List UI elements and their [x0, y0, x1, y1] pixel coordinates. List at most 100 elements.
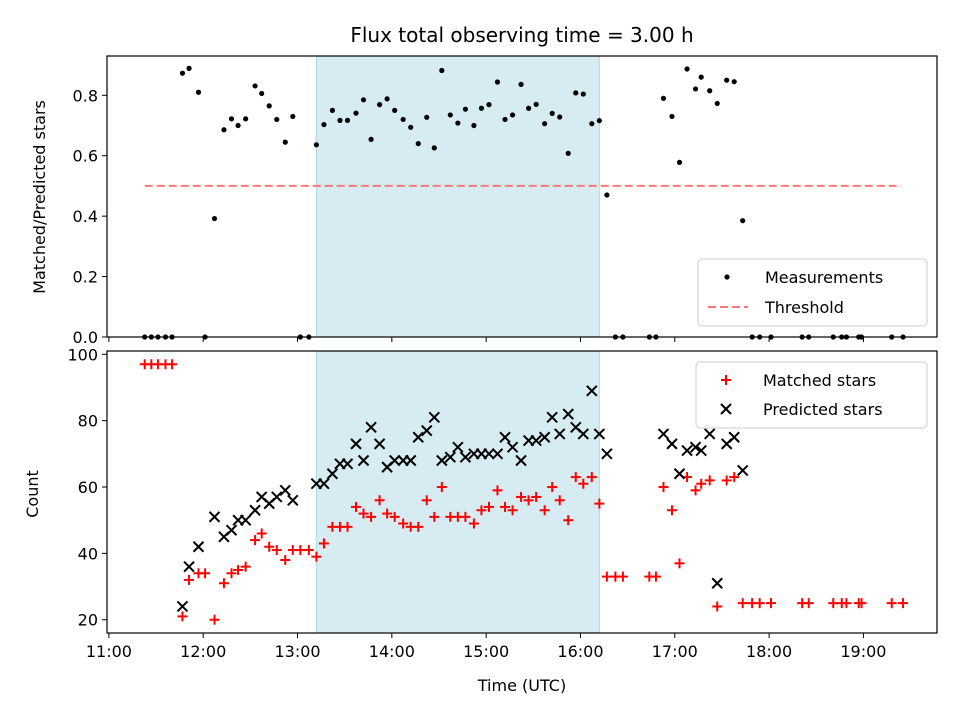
measurement-point — [471, 122, 477, 129]
legend-label-predicted: Predicted stars — [763, 400, 883, 419]
measurement-point — [462, 106, 469, 112]
predicted-stars-point — [736, 464, 749, 477]
matched-stars-point — [523, 495, 534, 506]
predicted-stars-point — [192, 541, 205, 553]
matched-stars-point — [492, 485, 503, 496]
ratio-panel: 0.0 0.2 0.4 0.6 0.8 Measurements Threshold — [73, 55, 938, 347]
predicted-stars-point — [593, 428, 606, 440]
measurement-point — [400, 116, 406, 123]
top-legend: Measurements Threshold — [697, 258, 928, 327]
predicted-stars-point-b — [365, 421, 377, 434]
measurement-point — [565, 150, 571, 156]
matched-stars-point — [271, 545, 282, 556]
matched-stars-point — [594, 498, 605, 509]
top-y-tick-label: 0.0 — [73, 328, 98, 347]
predicted-stars-point — [703, 428, 716, 440]
predicted-stars-point-b — [499, 431, 511, 443]
matched-stars-point — [704, 475, 715, 486]
predicted-stars-point — [239, 514, 252, 526]
predicted-stars-point — [695, 444, 707, 457]
predicted-stars-point — [452, 441, 464, 453]
bottom-y-tick-label: 80 — [78, 412, 98, 431]
chart-title: Flux total observing time = 3.00 h — [350, 23, 693, 47]
measurement-point — [533, 101, 539, 107]
predicted-stars-point — [183, 560, 195, 573]
measurement-point — [282, 139, 288, 145]
matched-stars-point — [666, 505, 677, 516]
predicted-stars-point — [577, 428, 590, 440]
measurement-point — [360, 97, 367, 103]
predicted-stars-point-b — [404, 454, 417, 467]
matched-stars-point — [554, 495, 565, 506]
predicted-stars-point-b — [176, 600, 189, 613]
matched-stars-point — [200, 568, 211, 579]
measurement-point — [740, 218, 746, 224]
legend-label-threshold: Threshold — [764, 298, 844, 317]
measurement-point — [384, 96, 390, 102]
top-y-tick-label: 0.2 — [73, 268, 98, 287]
matched-stars-point — [578, 478, 589, 489]
matched-stars-point — [563, 515, 574, 526]
predicted-stars-point — [373, 438, 386, 450]
matched-stars-point — [674, 558, 685, 569]
predicted-stars-point — [326, 468, 339, 480]
x-tick-label: 16:00 — [557, 642, 603, 661]
measurement-point — [502, 116, 508, 123]
predicted-stars-point-b — [673, 468, 686, 480]
predicted-stars-point — [546, 411, 558, 424]
bottom-y-tick-label: 100 — [67, 345, 98, 364]
predicted-stars-point-b — [255, 491, 268, 503]
measurement-point — [290, 113, 296, 120]
predicted-stars-point — [271, 491, 283, 503]
matched-stars-point — [586, 472, 597, 483]
predicted-stars-point-b — [570, 421, 582, 434]
matched-stars-point — [218, 578, 229, 589]
matched-stars-point — [413, 521, 424, 532]
x-axis-label: Time (UTC) — [477, 676, 566, 695]
predicted-stars-point — [499, 431, 511, 443]
top-axes-frame — [106, 55, 938, 338]
bottom-axes-frame — [106, 350, 938, 634]
measurement-point — [431, 145, 437, 151]
measurement-point — [329, 107, 336, 113]
measurement-point — [478, 105, 485, 111]
matched-stars-point — [737, 598, 748, 609]
predicted-stars-point-b — [728, 431, 740, 443]
matched-stars-point — [240, 561, 251, 572]
measurement-point — [447, 112, 453, 118]
bottom-y-tick-label: 60 — [78, 478, 98, 497]
measurement-point — [337, 117, 343, 123]
legend-marker-predicted-b — [720, 403, 732, 415]
predicted-stars-point-b — [271, 491, 283, 503]
matched-stars-point — [429, 511, 440, 522]
predicted-stars-point-b — [326, 468, 339, 480]
matched-stars-point — [389, 511, 400, 522]
measurement-point — [313, 142, 319, 148]
predicted-stars-point — [666, 438, 678, 450]
predicted-stars-point-b — [444, 451, 457, 463]
predicted-stars-point-b — [483, 448, 495, 460]
matched-stars-point — [803, 598, 814, 609]
predicted-stars-point-b — [689, 441, 702, 453]
bottom-y-tick-label: 40 — [78, 544, 98, 563]
predicted-stars-point — [711, 577, 723, 589]
predicted-stars-point-b — [593, 428, 606, 440]
measurement-point — [259, 90, 265, 97]
predicted-stars-point — [483, 448, 495, 460]
predicted-stars-point-b — [491, 448, 504, 460]
measurement-point — [707, 88, 713, 94]
predicted-stars-point — [176, 600, 189, 613]
predicted-stars-point — [491, 448, 504, 460]
predicted-stars-point-b — [515, 454, 527, 467]
matched-stars-point — [547, 482, 558, 493]
predicted-stars-point-b — [703, 428, 716, 440]
predicted-stars-point — [357, 454, 370, 467]
top-observing-window — [315, 55, 600, 338]
matched-stars-point — [690, 485, 701, 496]
predicted-stars-point-b — [318, 477, 330, 490]
measurement-point — [549, 110, 555, 117]
predicted-stars-point-b — [452, 441, 464, 453]
matched-stars-point — [898, 598, 909, 609]
predicted-stars-point-b — [695, 444, 707, 457]
